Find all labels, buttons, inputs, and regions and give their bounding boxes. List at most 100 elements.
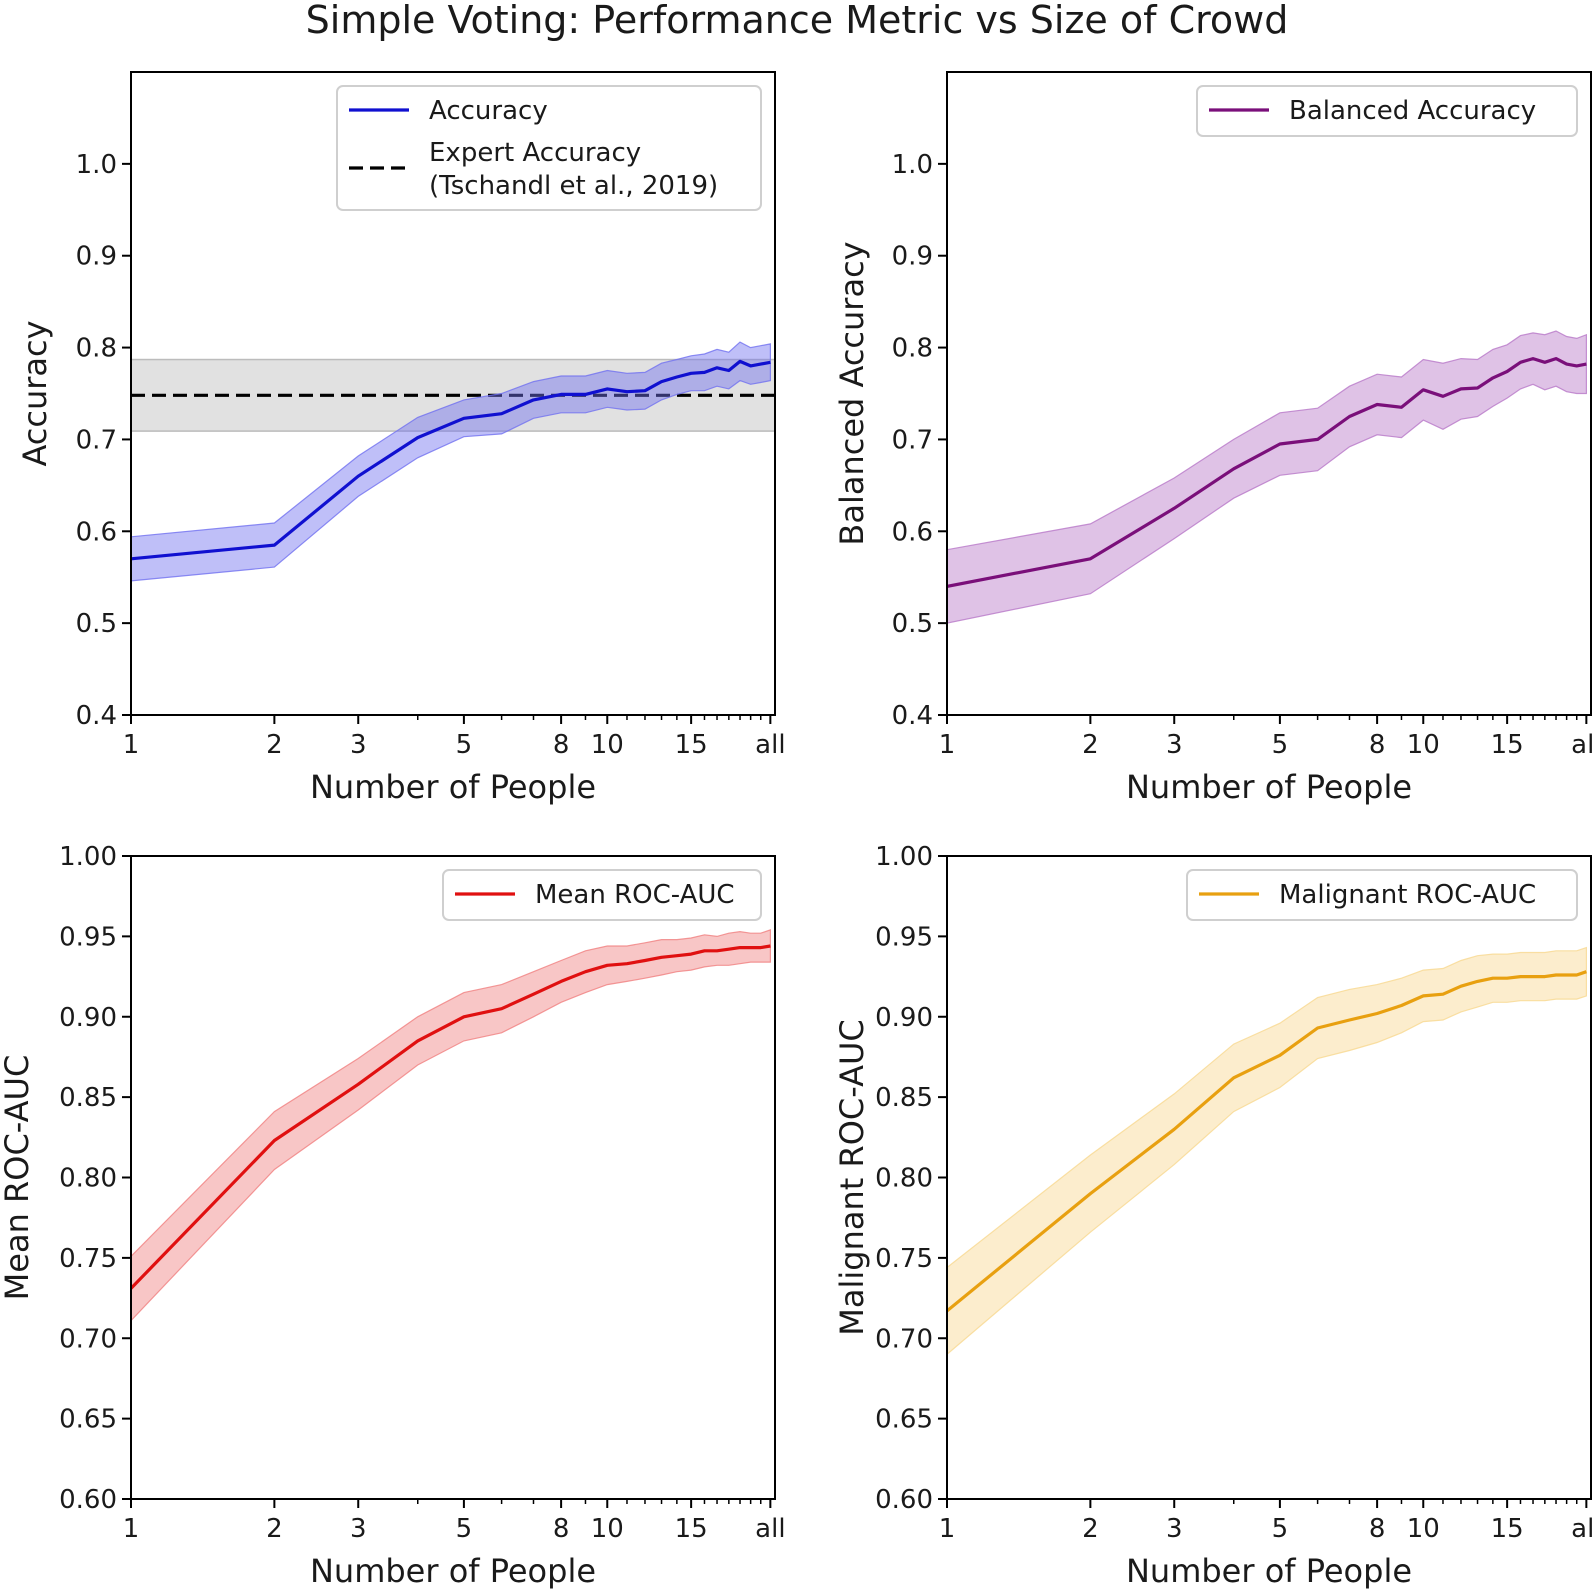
x-tick-label: 10	[1407, 1514, 1440, 1544]
x-tick-label: 15	[1491, 1514, 1524, 1544]
series-line	[947, 970, 1587, 1313]
legend-entry: Mean ROC-AUC	[535, 880, 735, 910]
confidence-band	[947, 330, 1587, 624]
x-tick-label: 8	[1369, 1514, 1386, 1544]
y-tick-label: 0.7	[892, 425, 933, 455]
y-tick-label: 0.80	[875, 1164, 933, 1194]
x-tick-label: 3	[1166, 1514, 1183, 1544]
y-tick-label: 0.8	[892, 334, 933, 364]
chart-panel-bottom-right: 0.60 0.65 0.70 0.75 0.80 0.85 0.90 0.95 1.00 1 2 3 5…	[833, 842, 1594, 1590]
legend-entry: Malignant ROC-AUC	[1279, 880, 1536, 910]
x-tick-label: 1	[123, 730, 140, 760]
x-tick-label: all	[1571, 730, 1594, 760]
x-tick-label: 8	[553, 730, 570, 760]
y-tick-label: 0.95	[59, 922, 117, 952]
legend-entry: Balanced Accuracy	[1289, 96, 1536, 126]
x-axis-label: Number of People	[310, 1552, 596, 1590]
y-tick-label: 0.5	[892, 609, 933, 639]
y-tick-label: 0.7	[76, 425, 117, 455]
y-tick-label: 0.70	[59, 1324, 117, 1354]
axes-frame	[130, 71, 776, 716]
x-tick-label: 8	[553, 1514, 570, 1544]
y-tick-label: 0.60	[875, 1485, 933, 1515]
y-tick-label: 0.4	[76, 701, 117, 731]
x-tick-label: 15	[675, 1514, 708, 1544]
y-axis-label: Balanced Accuracy	[833, 241, 871, 545]
chart-panel-top-right: 0.4 0.5 0.6 0.7 0.8 0.9 1.0 1 2 3 5 8 10 15 all Number …	[833, 71, 1594, 806]
x-tick-label: 15	[675, 730, 708, 760]
figure-title: Simple Voting: Performance Metric vs Siz…	[306, 0, 1289, 42]
x-tick-label: 5	[456, 730, 473, 760]
legend-frame	[442, 869, 762, 921]
legend-entry: Accuracy	[429, 96, 548, 126]
y-tick-label: 0.8	[76, 334, 117, 364]
x-tick-label: 2	[266, 1514, 283, 1544]
legend: Mean ROC-AUC	[442, 869, 762, 921]
x-tick-label: 1	[939, 730, 956, 760]
x-tick-label: 8	[1369, 730, 1386, 760]
y-axis-label: Accuracy	[16, 320, 54, 466]
x-tick-label: all	[1571, 1514, 1594, 1544]
y-axis-label: Malignant ROC-AUC	[833, 1019, 871, 1335]
legend: Malignant ROC-AUC	[1186, 869, 1578, 921]
y-tick-label: 0.60	[59, 1485, 117, 1515]
legend: Accuracy Expert Accuracy(Tschandl et al.,…	[336, 85, 762, 211]
x-tick-label: 5	[456, 1514, 473, 1544]
y-tick-label: 0.85	[59, 1083, 117, 1113]
y-tick-label: 1.0	[76, 150, 117, 180]
y-tick-label: 0.90	[59, 1003, 117, 1033]
confidence-band	[131, 341, 771, 582]
x-tick-label: 5	[1272, 1514, 1289, 1544]
x-tick-label: 10	[591, 1514, 624, 1544]
x-tick-label: 10	[1407, 730, 1440, 760]
x-axis-label: Number of People	[1126, 768, 1412, 806]
y-tick-label: 0.9	[76, 242, 117, 272]
x-tick-label: all	[755, 730, 785, 760]
x-tick-label: 2	[266, 730, 283, 760]
series-line	[131, 944, 771, 1290]
x-tick-label: 3	[1166, 730, 1183, 760]
chart-panel-bottom-left: 0.60 0.65 0.70 0.75 0.80 0.85 0.90 0.95 1.00 1 2 3 5…	[0, 842, 786, 1590]
y-tick-label: 0.75	[875, 1244, 933, 1274]
legend-frame	[336, 85, 762, 211]
y-axis-label: Mean ROC-AUC	[0, 1055, 36, 1301]
legend-frame	[1186, 869, 1578, 921]
axes-frame	[946, 71, 1592, 716]
legend-entry-expert-line1: Expert Accuracy	[429, 138, 641, 168]
x-tick-label: 2	[1082, 1514, 1099, 1544]
y-tick-label: 0.9	[892, 242, 933, 272]
y-tick-label: 1.00	[875, 842, 933, 872]
plot-area	[947, 330, 1587, 624]
y-tick-label: 0.6	[892, 517, 933, 547]
confidence-band	[947, 946, 1587, 1356]
y-tick-label: 0.6	[76, 517, 117, 547]
x-tick-label: all	[755, 1514, 785, 1544]
x-tick-label: 1	[939, 1514, 956, 1544]
chart-panel-top-left: 0.4 0.5 0.6 0.7 0.8 0.9 1.0 1 2 3 5 8 10 15 all Number …	[16, 71, 786, 806]
y-tick-label: 0.70	[875, 1324, 933, 1354]
y-tick-label: 0.80	[59, 1164, 117, 1194]
y-tick-label: 0.95	[875, 922, 933, 952]
y-tick-label: 1.0	[892, 150, 933, 180]
y-tick-label: 0.85	[875, 1083, 933, 1113]
y-tick-label: 0.5	[76, 609, 117, 639]
x-tick-label: 3	[350, 730, 367, 760]
plot-area	[131, 341, 775, 582]
confidence-band	[131, 929, 771, 1322]
y-tick-label: 1.00	[59, 842, 117, 872]
y-tick-label: 0.75	[59, 1244, 117, 1274]
x-axis-label: Number of People	[1126, 1552, 1412, 1590]
x-tick-label: 2	[1082, 730, 1099, 760]
x-tick-label: 5	[1272, 730, 1289, 760]
axes-frame	[946, 855, 1592, 1500]
legend: Balanced Accuracy	[1196, 85, 1578, 137]
series-line	[131, 359, 771, 561]
y-tick-label: 0.90	[875, 1003, 933, 1033]
x-axis-label: Number of People	[310, 768, 596, 806]
y-tick-label: 0.65	[59, 1405, 117, 1435]
series-line	[947, 357, 1587, 588]
legend-frame	[1196, 85, 1578, 137]
legend-entry-expert-line2: (Tschandl et al., 2019)	[429, 171, 718, 201]
y-tick-label: 0.4	[892, 701, 933, 731]
